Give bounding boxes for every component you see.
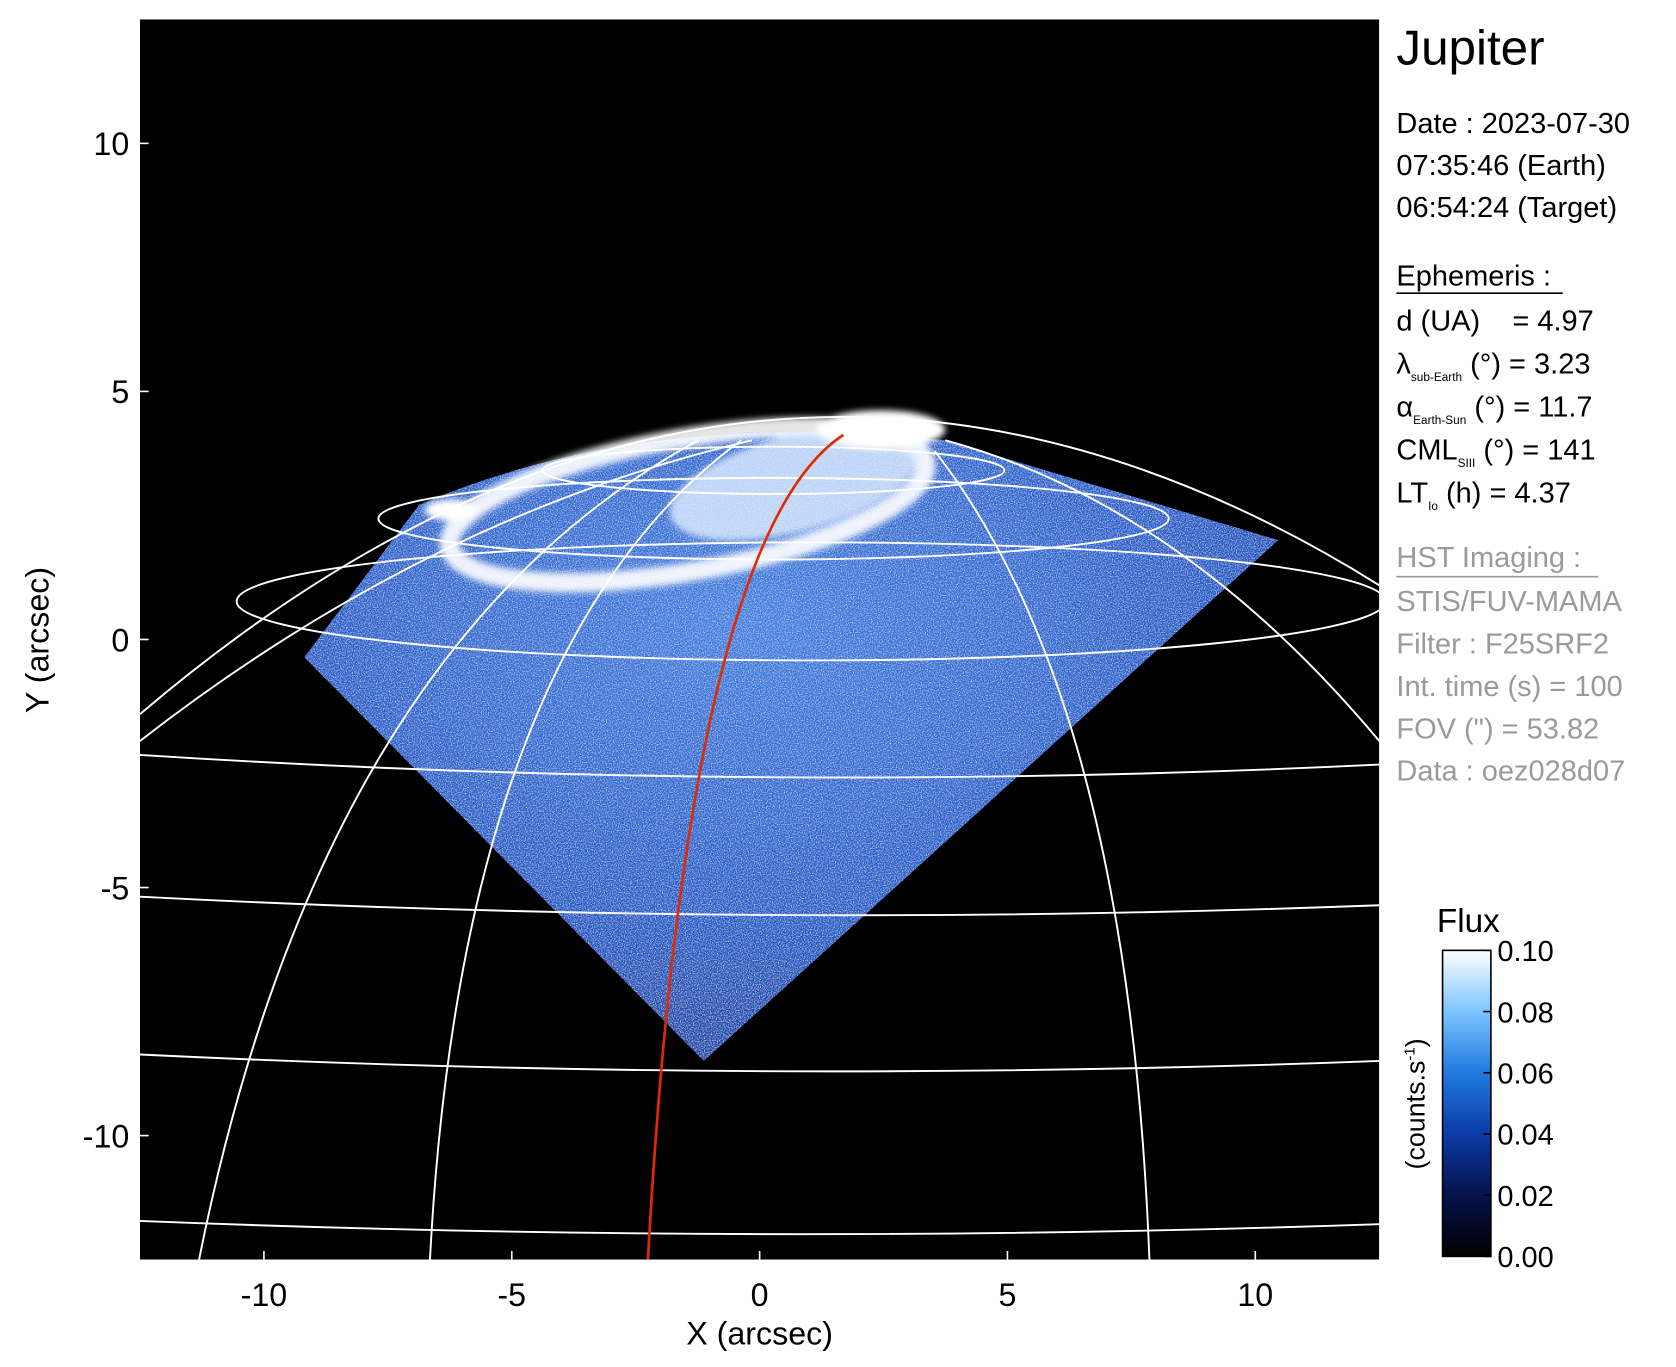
ticks: -10 -5 0 5 10 -10 -5 0 5 10	[83, 126, 1273, 1313]
y-tick-label: 5	[111, 374, 129, 410]
imaging-line: Filter : F25SRF2	[1396, 628, 1609, 660]
imaging-line: STIS/FUV-MAMA	[1396, 586, 1622, 618]
colorbar-label-sup: -1	[1402, 1047, 1419, 1060]
symbol: CML	[1396, 435, 1457, 467]
x-tick-label: 5	[998, 1277, 1016, 1313]
colorbar-tick-label: 0.10	[1497, 936, 1553, 968]
colorbar-tick-label: 0.08	[1497, 997, 1553, 1029]
subscript: SIII	[1458, 456, 1476, 470]
x-tick-label: -5	[497, 1277, 526, 1313]
subscript: Io	[1428, 499, 1438, 513]
date-line: 07:35:46 (Earth)	[1396, 150, 1605, 182]
title: Jupiter	[1396, 20, 1544, 75]
value-text: (h) = 4.37	[1438, 478, 1571, 510]
ephemeris-row: d (UA) = 4.97	[1396, 306, 1593, 338]
colorbar-label-end: )	[1400, 1038, 1430, 1047]
y-axis-label: Y (arcsec)	[20, 567, 56, 713]
ephemeris-heading: Ephemeris :	[1396, 261, 1551, 293]
imaging-heading: HST Imaging :	[1396, 542, 1581, 574]
subscript: sub-Earth	[1411, 370, 1462, 384]
imaging-line: Int. time (s) = 100	[1396, 671, 1622, 703]
symbol: λ	[1396, 349, 1411, 381]
ephemeris-row: LTIo (h) = 4.37	[1396, 478, 1570, 514]
imaging-line: Data : oez028d07	[1396, 756, 1625, 788]
value-text: (°) = 3.23	[1462, 349, 1590, 381]
symbol: α	[1396, 392, 1413, 424]
x-tick-label: -10	[241, 1277, 288, 1313]
symbol: LT	[1396, 478, 1428, 510]
y-tick-label: -5	[101, 870, 130, 906]
grid-overlay	[140, 416, 1380, 1260]
colorbar-tick-label: 0.00	[1497, 1242, 1553, 1274]
image	[140, 19, 1380, 1260]
ephemeris-row: αEarth-Sun (°) = 11.7	[1396, 392, 1592, 428]
y-tick-label: 10	[93, 126, 129, 162]
colorbar-tick-label: 0.06	[1497, 1059, 1553, 1091]
colorbar-tick-label: 0.04	[1497, 1120, 1553, 1152]
subscript: Earth-Sun	[1413, 413, 1466, 427]
colorbar-label-main: (counts.s	[1400, 1061, 1430, 1170]
ephemeris-row: CMLSIII (°) = 141	[1396, 435, 1595, 471]
value-text: (°) = 141	[1475, 435, 1595, 467]
y-tick-label: -10	[83, 1118, 130, 1154]
imaging-line: FOV (") = 53.82	[1396, 713, 1599, 745]
date-line: 06:54:24 (Target)	[1396, 192, 1617, 224]
x-tick-label: 0	[751, 1277, 769, 1313]
colorbar-title: Flux	[1437, 903, 1500, 940]
y-tick-label: 0	[111, 622, 129, 658]
x-axis-label: X (arcsec)	[686, 1315, 833, 1351]
x-tick-label: 10	[1237, 1277, 1273, 1313]
io-footprint	[646, 433, 845, 1260]
colorbar-tick-label: 0.02	[1497, 1181, 1553, 1213]
colorbar-label: (counts.s-1)	[1400, 1038, 1430, 1169]
info-panel: Date : 2023-07-30 07:35:46 (Earth) 06:54:2…	[1396, 108, 1630, 788]
value-text: (°) = 11.7	[1466, 392, 1592, 424]
date-line: Date : 2023-07-30	[1396, 108, 1630, 140]
colorbar	[1441, 949, 1492, 1258]
ephemeris-row: λsub-Earth (°) = 3.23	[1396, 349, 1590, 385]
